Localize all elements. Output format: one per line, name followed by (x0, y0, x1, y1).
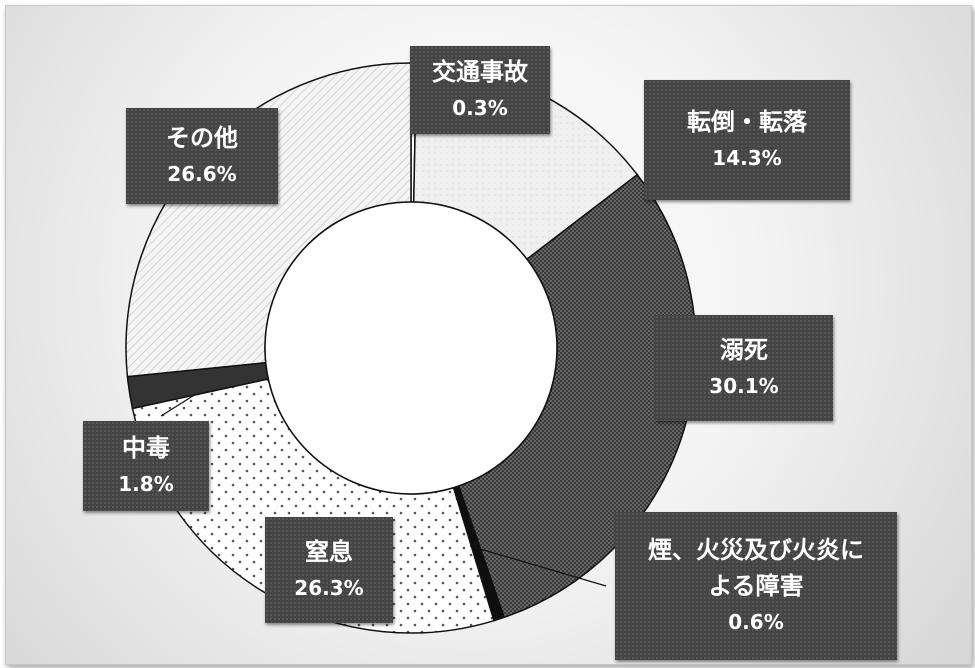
label-traffic-accident: 交通事故 0.3% (410, 46, 550, 134)
label-value: 26.6% (167, 162, 237, 186)
label-name: 転倒・転落 (687, 108, 807, 136)
label-value: 0.6% (728, 610, 784, 634)
label-poisoning: 中毒 1.8% (83, 421, 209, 511)
donut-hole (264, 201, 558, 495)
label-name: 窒息 (305, 538, 353, 566)
label-falls: 転倒・転落 14.3% (644, 80, 850, 200)
leader-poisoning (160, 393, 197, 417)
label-fire: 煙、火災及び火炎に よる障害 0.6% (615, 512, 897, 660)
leader-fire (469, 545, 607, 587)
chart-area: 交通事故 0.3% 転倒・転落 14.3% 溺死 30.1% 煙、火災及び火炎に… (5, 5, 972, 665)
label-other: その他 26.6% (126, 108, 278, 204)
label-name: その他 (166, 124, 238, 152)
label-name: 中毒 (122, 434, 170, 462)
label-value: 30.1% (709, 374, 779, 398)
label-value: 14.3% (712, 146, 782, 170)
label-value: 0.3% (452, 96, 508, 120)
label-name: 溺死 (720, 336, 768, 364)
label-value: 1.8% (118, 472, 174, 496)
label-name-line-2: よる障害 (708, 572, 804, 600)
label-suffocation: 窒息 26.3% (265, 517, 393, 623)
label-value: 26.3% (294, 576, 364, 600)
donut-chart (125, 62, 697, 634)
label-name-line-1: 煙、火災及び火炎に (648, 536, 864, 564)
label-drowning: 溺死 30.1% (655, 315, 833, 421)
label-name: 交通事故 (432, 58, 528, 86)
